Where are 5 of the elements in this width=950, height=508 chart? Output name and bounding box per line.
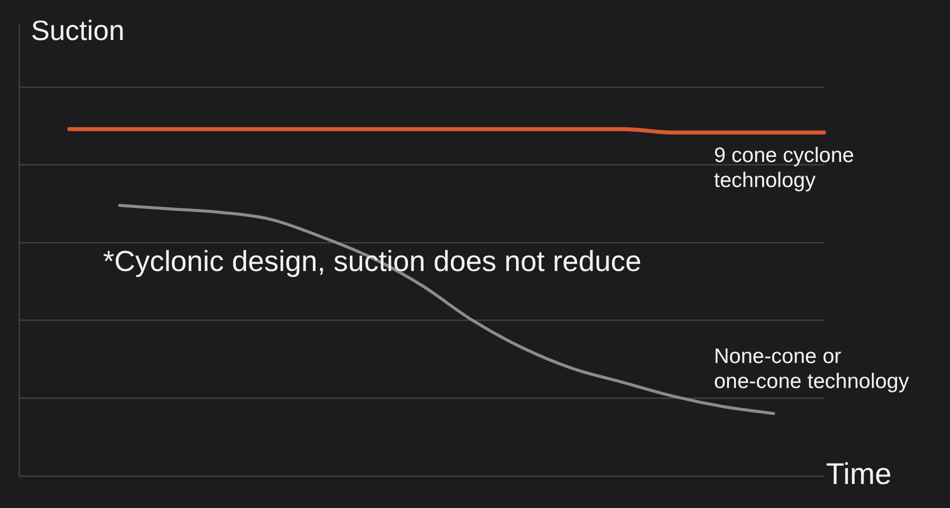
- annotation: *Cyclonic design, suction does not reduce: [103, 245, 642, 280]
- x-axis-title: Time: [826, 457, 892, 493]
- series-label: None-cone or one-cone technology: [714, 344, 909, 394]
- y-axis-title: Suction: [31, 14, 124, 48]
- series-label: 9 cone cyclone technology: [714, 142, 854, 193]
